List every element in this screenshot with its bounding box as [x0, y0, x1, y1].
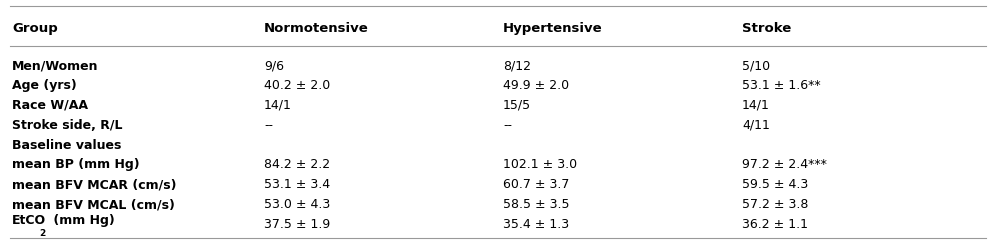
Text: Baseline values: Baseline values: [12, 139, 122, 152]
Text: 53.0 ± 4.3: 53.0 ± 4.3: [264, 198, 331, 211]
Text: 49.9 ± 2.0: 49.9 ± 2.0: [503, 79, 569, 92]
Text: Age (yrs): Age (yrs): [12, 79, 77, 92]
Text: 53.1 ± 1.6**: 53.1 ± 1.6**: [742, 79, 821, 92]
Text: 14/1: 14/1: [264, 99, 292, 112]
Text: 14/1: 14/1: [742, 99, 770, 112]
Text: 2: 2: [39, 229, 45, 238]
Text: Stroke side, R/L: Stroke side, R/L: [12, 119, 123, 132]
Text: 15/5: 15/5: [503, 99, 531, 112]
Text: 59.5 ± 4.3: 59.5 ± 4.3: [742, 178, 809, 191]
Text: 53.1 ± 3.4: 53.1 ± 3.4: [264, 178, 330, 191]
Text: Race W/AA: Race W/AA: [12, 99, 88, 112]
Text: Group: Group: [12, 22, 58, 35]
Text: 40.2 ± 2.0: 40.2 ± 2.0: [264, 79, 331, 92]
Text: mean BFV MCAL (cm/s): mean BFV MCAL (cm/s): [12, 198, 175, 211]
Text: 58.5 ± 3.5: 58.5 ± 3.5: [503, 198, 570, 211]
Text: mean BP (mm Hg): mean BP (mm Hg): [12, 158, 139, 171]
Text: --: --: [503, 119, 512, 132]
Text: 5/10: 5/10: [742, 59, 770, 72]
Text: Stroke: Stroke: [742, 22, 791, 35]
Text: 8/12: 8/12: [503, 59, 531, 72]
Text: 35.4 ± 1.3: 35.4 ± 1.3: [503, 218, 569, 231]
Text: mean BFV MCAR (cm/s): mean BFV MCAR (cm/s): [12, 178, 176, 191]
Text: Men/Women: Men/Women: [12, 59, 99, 72]
Text: Hypertensive: Hypertensive: [503, 22, 603, 35]
Text: 4/11: 4/11: [742, 119, 770, 132]
Text: 102.1 ± 3.0: 102.1 ± 3.0: [503, 158, 577, 171]
Text: 60.7 ± 3.7: 60.7 ± 3.7: [503, 178, 570, 191]
Text: EtCO: EtCO: [12, 215, 46, 227]
Text: 37.5 ± 1.9: 37.5 ± 1.9: [264, 218, 331, 231]
Text: 97.2 ± 2.4***: 97.2 ± 2.4***: [742, 158, 827, 171]
Text: --: --: [264, 119, 273, 132]
Text: 36.2 ± 1.1: 36.2 ± 1.1: [742, 218, 808, 231]
Text: (mm Hg): (mm Hg): [49, 215, 115, 227]
Text: 9/6: 9/6: [264, 59, 284, 72]
Text: 84.2 ± 2.2: 84.2 ± 2.2: [264, 158, 330, 171]
Text: Normotensive: Normotensive: [264, 22, 369, 35]
Text: 57.2 ± 3.8: 57.2 ± 3.8: [742, 198, 809, 211]
